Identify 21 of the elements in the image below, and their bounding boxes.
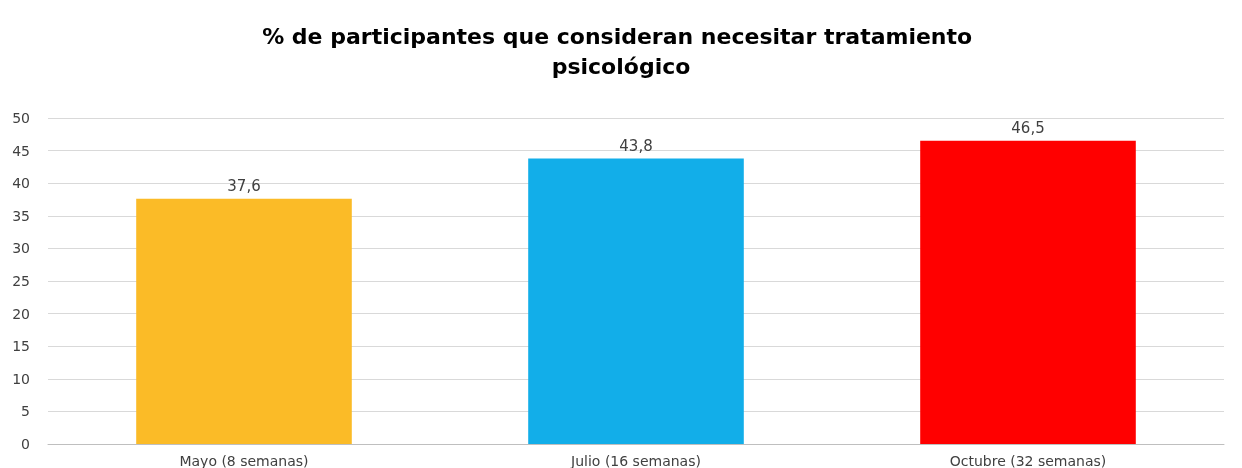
y-tick-label: 10 (12, 370, 30, 387)
x-tick-label: Mayo (8 semanas) (179, 453, 309, 468)
y-tick-label: 15 (12, 338, 30, 355)
bar (920, 140, 1136, 444)
y-tick-label: 5 (21, 403, 30, 420)
y-tick-label: 30 (12, 240, 30, 257)
chart-title: % de participantes que consideran necesitar tratamiento psicológico (262, 23, 980, 79)
y-tick-label: 20 (12, 305, 30, 322)
x-tick-label: Octubre (32 semanas) (949, 453, 1107, 468)
data-label: 46,5 (1011, 119, 1045, 138)
data-label: 43,8 (619, 136, 653, 155)
y-tick-label: 35 (12, 207, 30, 224)
y-tick-label: 50 (12, 110, 30, 126)
y-tick-label: 25 (12, 273, 30, 289)
data-label: 37,6 (227, 177, 261, 196)
x-tick-label: Julio (16 semanas) (570, 453, 701, 468)
bar (528, 158, 744, 444)
y-tick-label: 40 (12, 175, 30, 192)
y-tick-label: 45 (12, 142, 30, 159)
y-tick-label: 0 (21, 436, 30, 452)
bar (136, 198, 352, 444)
